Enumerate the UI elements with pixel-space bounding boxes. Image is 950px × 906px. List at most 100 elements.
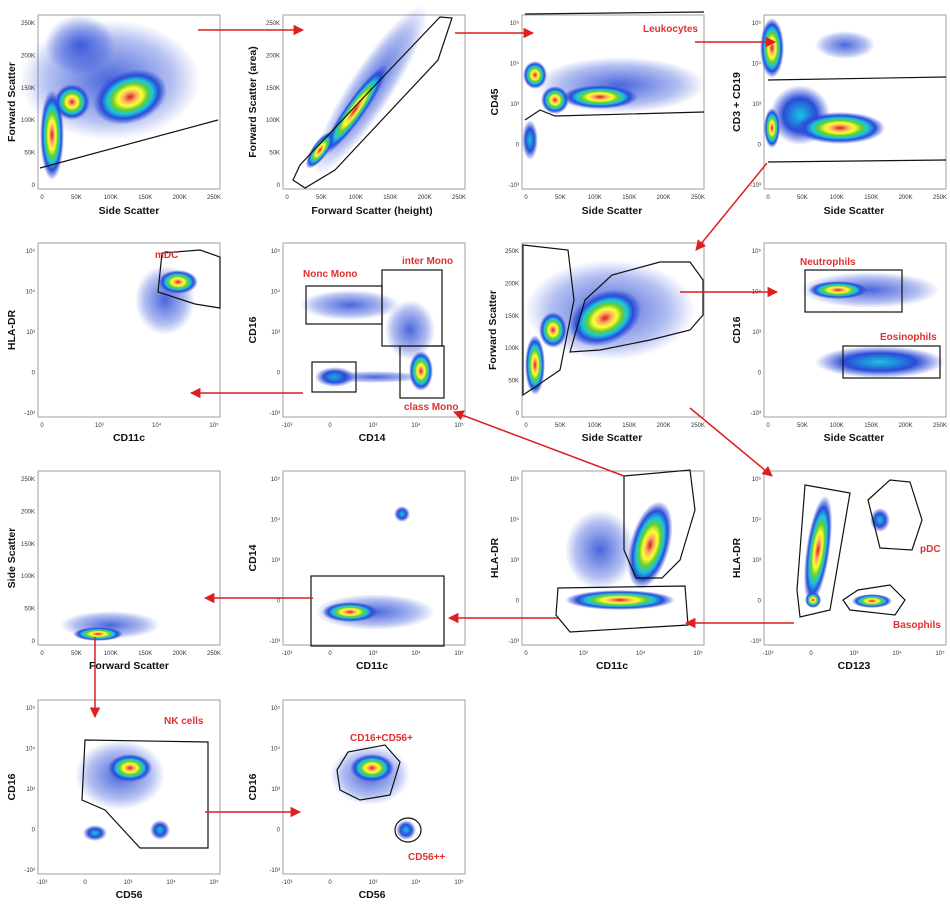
x-tick-label: 150K	[138, 651, 152, 657]
x-tick-label: 0	[766, 423, 770, 429]
x-tick-label: 0	[40, 423, 44, 429]
label-nk-cells: NK cells	[164, 716, 204, 727]
x-tick-label: 10⁵	[209, 422, 219, 429]
gate-mdc	[157, 249, 221, 309]
y-tick-label: 10⁴	[271, 517, 281, 524]
y-tick-label: 0	[516, 143, 520, 149]
gate-leukocytes	[524, 11, 705, 15]
gate-cd56plus	[394, 817, 422, 843]
x-tick-label: 10⁴	[411, 422, 421, 429]
x-tick-label: 200K	[657, 195, 671, 201]
label-pdc: pDC	[920, 544, 941, 555]
x-tick-label: 10⁴	[166, 879, 176, 886]
y-tick-label: 10⁵	[271, 248, 281, 255]
x-tick-label: 0	[524, 195, 528, 201]
y-tick-label: 100K	[21, 574, 35, 580]
y-tick-label: 0	[758, 371, 762, 377]
y-tick-label: -10³	[750, 639, 761, 645]
x-tick-label: 10³	[579, 651, 588, 657]
y-tick-label: 50K	[24, 607, 35, 613]
gate-p12-main	[796, 484, 851, 618]
gate-p2	[292, 16, 453, 189]
plot-frame-6	[282, 242, 466, 418]
plot-frame-7	[521, 242, 705, 418]
x-tick-label: 100K	[588, 423, 602, 429]
y-tick-label: 100K	[505, 346, 519, 352]
arrow-p7-p12	[689, 407, 773, 477]
x-tick-label: 150K	[138, 195, 152, 201]
arrow-p11-p6	[453, 410, 625, 477]
y-tick-label: 0	[32, 639, 36, 645]
gate-p7-right	[569, 261, 704, 353]
x-tick-label: 10³	[369, 880, 378, 886]
plot-frame-3	[521, 14, 705, 190]
y-tick-label: 10⁴	[271, 289, 281, 296]
y-tick-label: 0	[277, 599, 281, 605]
x-tick-label: 100K	[588, 195, 602, 201]
gate-p4-lower	[767, 159, 947, 163]
gate-pdc	[867, 479, 923, 551]
p8-xlabel: Side Scatter	[824, 432, 885, 444]
y-tick-label: 0	[277, 371, 281, 377]
y-tick-label: 10⁵	[752, 248, 762, 255]
p12-ylabel: HLA-DR	[731, 537, 743, 578]
p4-xlabel: Side Scatter	[824, 205, 885, 217]
x-tick-label: 50K	[71, 195, 82, 201]
y-tick-label: 200K	[266, 53, 280, 59]
label-cd16-cd56: CD16+CD56+	[350, 733, 413, 744]
x-tick-label: 10⁵	[935, 650, 945, 657]
x-tick-label: 250K	[207, 651, 221, 657]
y-tick-label: 10⁴	[510, 61, 520, 68]
plot-frame-13	[37, 699, 221, 875]
x-tick-label: 150K	[864, 195, 878, 201]
y-tick-label: 100K	[266, 118, 280, 124]
p1-ylabel: Forward Scatter	[6, 62, 18, 142]
plot-frame-2	[282, 14, 466, 190]
x-tick-label: 10⁴	[892, 650, 902, 657]
label-inter-mono: inter Mono	[402, 256, 453, 267]
x-tick-label: 200K	[899, 423, 913, 429]
y-tick-label: 10³	[26, 330, 35, 336]
x-tick-label: 0	[524, 651, 528, 657]
y-tick-label: 10⁵	[510, 20, 520, 27]
p10-ylabel: CD14	[247, 544, 259, 571]
y-tick-label: 10⁴	[752, 61, 762, 68]
p6-xlabel: CD14	[359, 432, 386, 444]
population-labels: Leukocytes mDC Nonc Mono inter Mono clas…	[155, 24, 941, 863]
y-tick-label: 250K	[505, 249, 519, 255]
y-tick-label: -10³	[269, 868, 280, 874]
y-tick-label: 10⁵	[752, 476, 762, 483]
x-tick-label: 50K	[797, 423, 808, 429]
x-tick-label: 10⁵	[209, 879, 219, 886]
y-tick-label: 10⁴	[510, 517, 520, 524]
p2-ylabel: Forward Scatter (area)	[247, 46, 259, 157]
y-tick-label: 10⁴	[752, 289, 762, 296]
x-tick-label: 10⁴	[636, 650, 646, 657]
x-tick-label: 100K	[830, 195, 844, 201]
x-tick-label: 250K	[691, 423, 705, 429]
p2-xlabel: Forward Scatter (height)	[311, 205, 432, 217]
p3-ylabel: CD45	[489, 88, 501, 115]
x-tick-label: 200K	[899, 195, 913, 201]
x-tick-label: 10⁴	[411, 650, 421, 657]
x-tick-label: 200K	[173, 651, 187, 657]
x-tick-label: 50K	[797, 195, 808, 201]
y-tick-label: 10⁴	[752, 517, 762, 524]
y-tick-label: 0	[758, 599, 762, 605]
x-tick-label: 10³	[369, 651, 378, 657]
y-tick-label: -10³	[508, 183, 519, 189]
y-tick-label: -10³	[508, 639, 519, 645]
gate-class-mono	[399, 345, 445, 399]
y-tick-label: -10³	[24, 868, 35, 874]
y-tick-label: 200K	[21, 509, 35, 515]
p5-xlabel: CD11c	[113, 432, 145, 444]
y-tick-label: 10³	[271, 330, 280, 336]
y-tick-label: 0	[32, 183, 36, 189]
y-tick-label: 10⁴	[26, 746, 36, 753]
p14-ylabel: CD16	[247, 773, 259, 800]
p9-ylabel: Side Scatter	[6, 528, 18, 589]
x-tick-label: 10³	[124, 880, 133, 886]
x-tick-label: 200K	[173, 195, 187, 201]
y-tick-label: 0	[277, 828, 281, 834]
x-tick-label: 10³	[95, 423, 104, 429]
